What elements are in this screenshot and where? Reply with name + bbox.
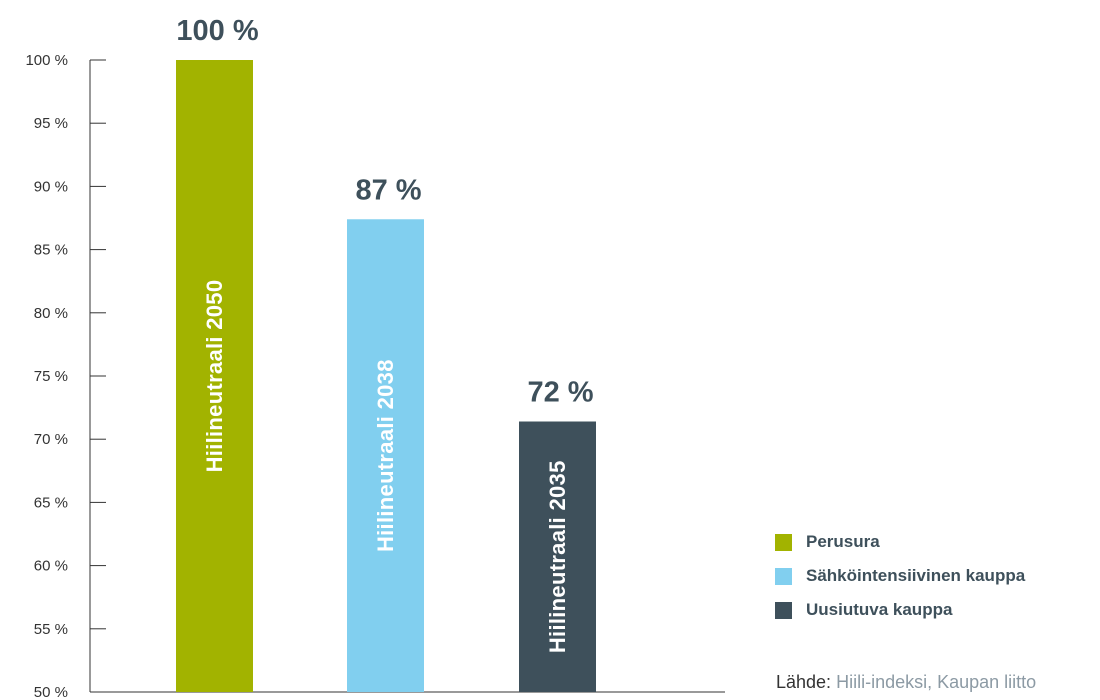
y-tick-label: 95 %: [34, 115, 68, 132]
bar-3: [519, 421, 596, 692]
bar-inner-label: Hiilineutraali 2035: [545, 460, 570, 653]
bar-2: [347, 219, 424, 693]
y-tick-label: 100 %: [25, 52, 68, 69]
y-tick-label: 70 %: [34, 431, 68, 448]
legend-label: Perusura: [806, 532, 880, 551]
y-tick-label: 90 %: [34, 178, 68, 195]
bar-1: [176, 60, 253, 692]
y-tick-label: 75 %: [34, 368, 68, 385]
legend-item-uusiutuva: Uusiutuva kauppa: [775, 593, 1025, 627]
legend: Perusura Sähköintensiivinen kauppa Uusiu…: [775, 525, 1025, 627]
legend-item-perusura: Perusura: [775, 525, 1025, 559]
bar-inner-label: Hiilineutraali 2038: [373, 359, 398, 552]
y-tick-label: 80 %: [34, 305, 68, 322]
source-note: Lähde: Hiili-indeksi, Kaupan liitto: [776, 672, 1036, 693]
source-prefix: Lähde:: [776, 672, 832, 692]
y-tick-label: 85 %: [34, 242, 68, 259]
legend-label: Uusiutuva kauppa: [806, 600, 953, 619]
value-label: 100 %: [176, 15, 258, 47]
y-tick-label: 55 %: [34, 621, 68, 638]
value-label: 72 %: [527, 377, 593, 409]
y-tick-label: 60 %: [34, 558, 68, 575]
legend-swatch: [775, 567, 792, 585]
source-text: Hiili-indeksi, Kaupan liitto: [836, 672, 1037, 692]
legend-label: Sähköintensiivinen kauppa: [806, 566, 1026, 585]
bar-inner-label: Hiilineutraali 2050: [202, 280, 227, 473]
legend-swatch: [775, 533, 792, 551]
legend-swatch: [775, 601, 792, 619]
y-tick-label: 65 %: [34, 494, 68, 511]
value-label: 87 %: [355, 174, 421, 206]
legend-item-sahkointensiivinen: Sähköintensiivinen kauppa: [775, 559, 1025, 593]
y-tick-label: 50 %: [34, 684, 68, 700]
